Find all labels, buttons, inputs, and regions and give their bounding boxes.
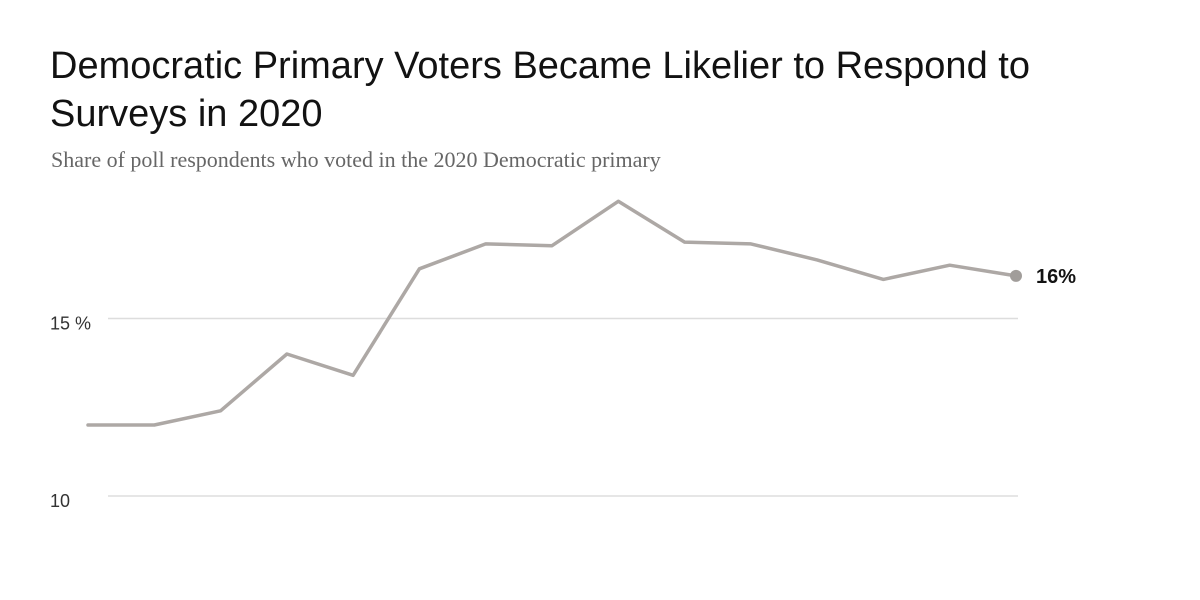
end-point-marker [1010,269,1022,282]
y-axis-ticks: 10 15 % [50,313,91,511]
y-tick-label: 10 [50,491,70,511]
end-labels: 16% [1036,266,1076,288]
chart-subtitle: Share of poll respondents who voted in t… [51,147,661,172]
y-tick-label: 15 % [50,313,91,333]
chart-title: Democratic Primary Voters Became Likelie… [50,45,1030,135]
end-value-label: 16% [1036,266,1076,288]
series-line [86,199,1018,427]
gridlines [108,317,1018,497]
series [86,199,1022,427]
